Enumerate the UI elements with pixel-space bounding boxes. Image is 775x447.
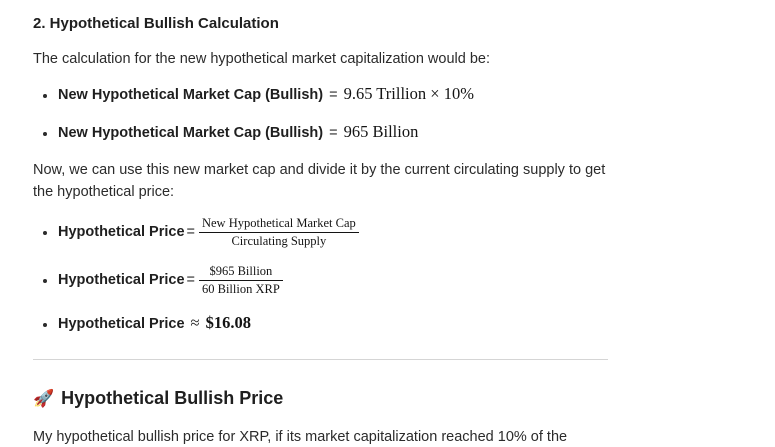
equals-sign: = [186, 272, 195, 288]
equals-sign: = [186, 224, 195, 240]
equals-sign: = [329, 124, 338, 141]
document-content: 2. Hypothetical Bullish Calculation The … [0, 0, 608, 447]
result-paragraph: My hypothetical bullish price for XRP, i… [33, 428, 568, 445]
fraction-denominator: Circulating Supply [231, 233, 327, 248]
list-item: Hypothetical Price ≈ $16.08 [57, 312, 608, 335]
fraction-numerator: New Hypothetical Market Cap [198, 216, 359, 233]
rocket-emoji-icon: 🚀 [33, 388, 55, 408]
fraction-numerator: $965 Billion [198, 264, 283, 281]
list-item: Hypothetical Price = $965 Billion 60 Bil… [57, 264, 608, 297]
intro-paragraph: The calculation for the new hypothetical… [33, 51, 491, 67]
bullet-label: Hypothetical Price [58, 224, 185, 240]
fraction-denominator: 60 Billion XRP [201, 281, 280, 296]
list-item: Hypothetical Price = New Hypothetical Ma… [57, 216, 608, 249]
bullet-label: New Hypothetical Market Cap (Bullish) [58, 86, 324, 103]
result-section-heading: 🚀 Hypothetical Bullish Price [33, 386, 608, 411]
supply-paragraph: Now, we can use this new market cap and … [33, 161, 606, 201]
price-list: Hypothetical Price = New Hypothetical Ma… [33, 216, 608, 335]
fraction: $965 Billion 60 Billion XRP [198, 264, 283, 297]
bullet-label: Hypothetical Price [58, 315, 185, 332]
list-item: New Hypothetical Market Cap (Bullish) = … [57, 121, 608, 144]
price-value: $16.08 [205, 312, 252, 332]
list-item: New Hypothetical Market Cap (Bullish) = … [57, 83, 608, 106]
equals-sign: = [329, 86, 338, 103]
bullet-label: New Hypothetical Market Cap (Bullish) [58, 124, 324, 141]
market-cap-list: New Hypothetical Market Cap (Bullish) = … [33, 83, 608, 144]
calc-section-heading: 2. Hypothetical Bullish Calculation [33, 15, 279, 32]
bullet-label: Hypothetical Price [58, 272, 185, 288]
inline-math: 9.65 Trillion × 10% [343, 83, 474, 103]
approx-sign: ≈ [190, 312, 200, 332]
inline-math: 965 Billion [343, 121, 419, 141]
result-heading-text: Hypothetical Bullish Price [61, 387, 284, 408]
fraction: New Hypothetical Market Cap Circulating … [198, 216, 359, 249]
section-divider [33, 358, 608, 360]
